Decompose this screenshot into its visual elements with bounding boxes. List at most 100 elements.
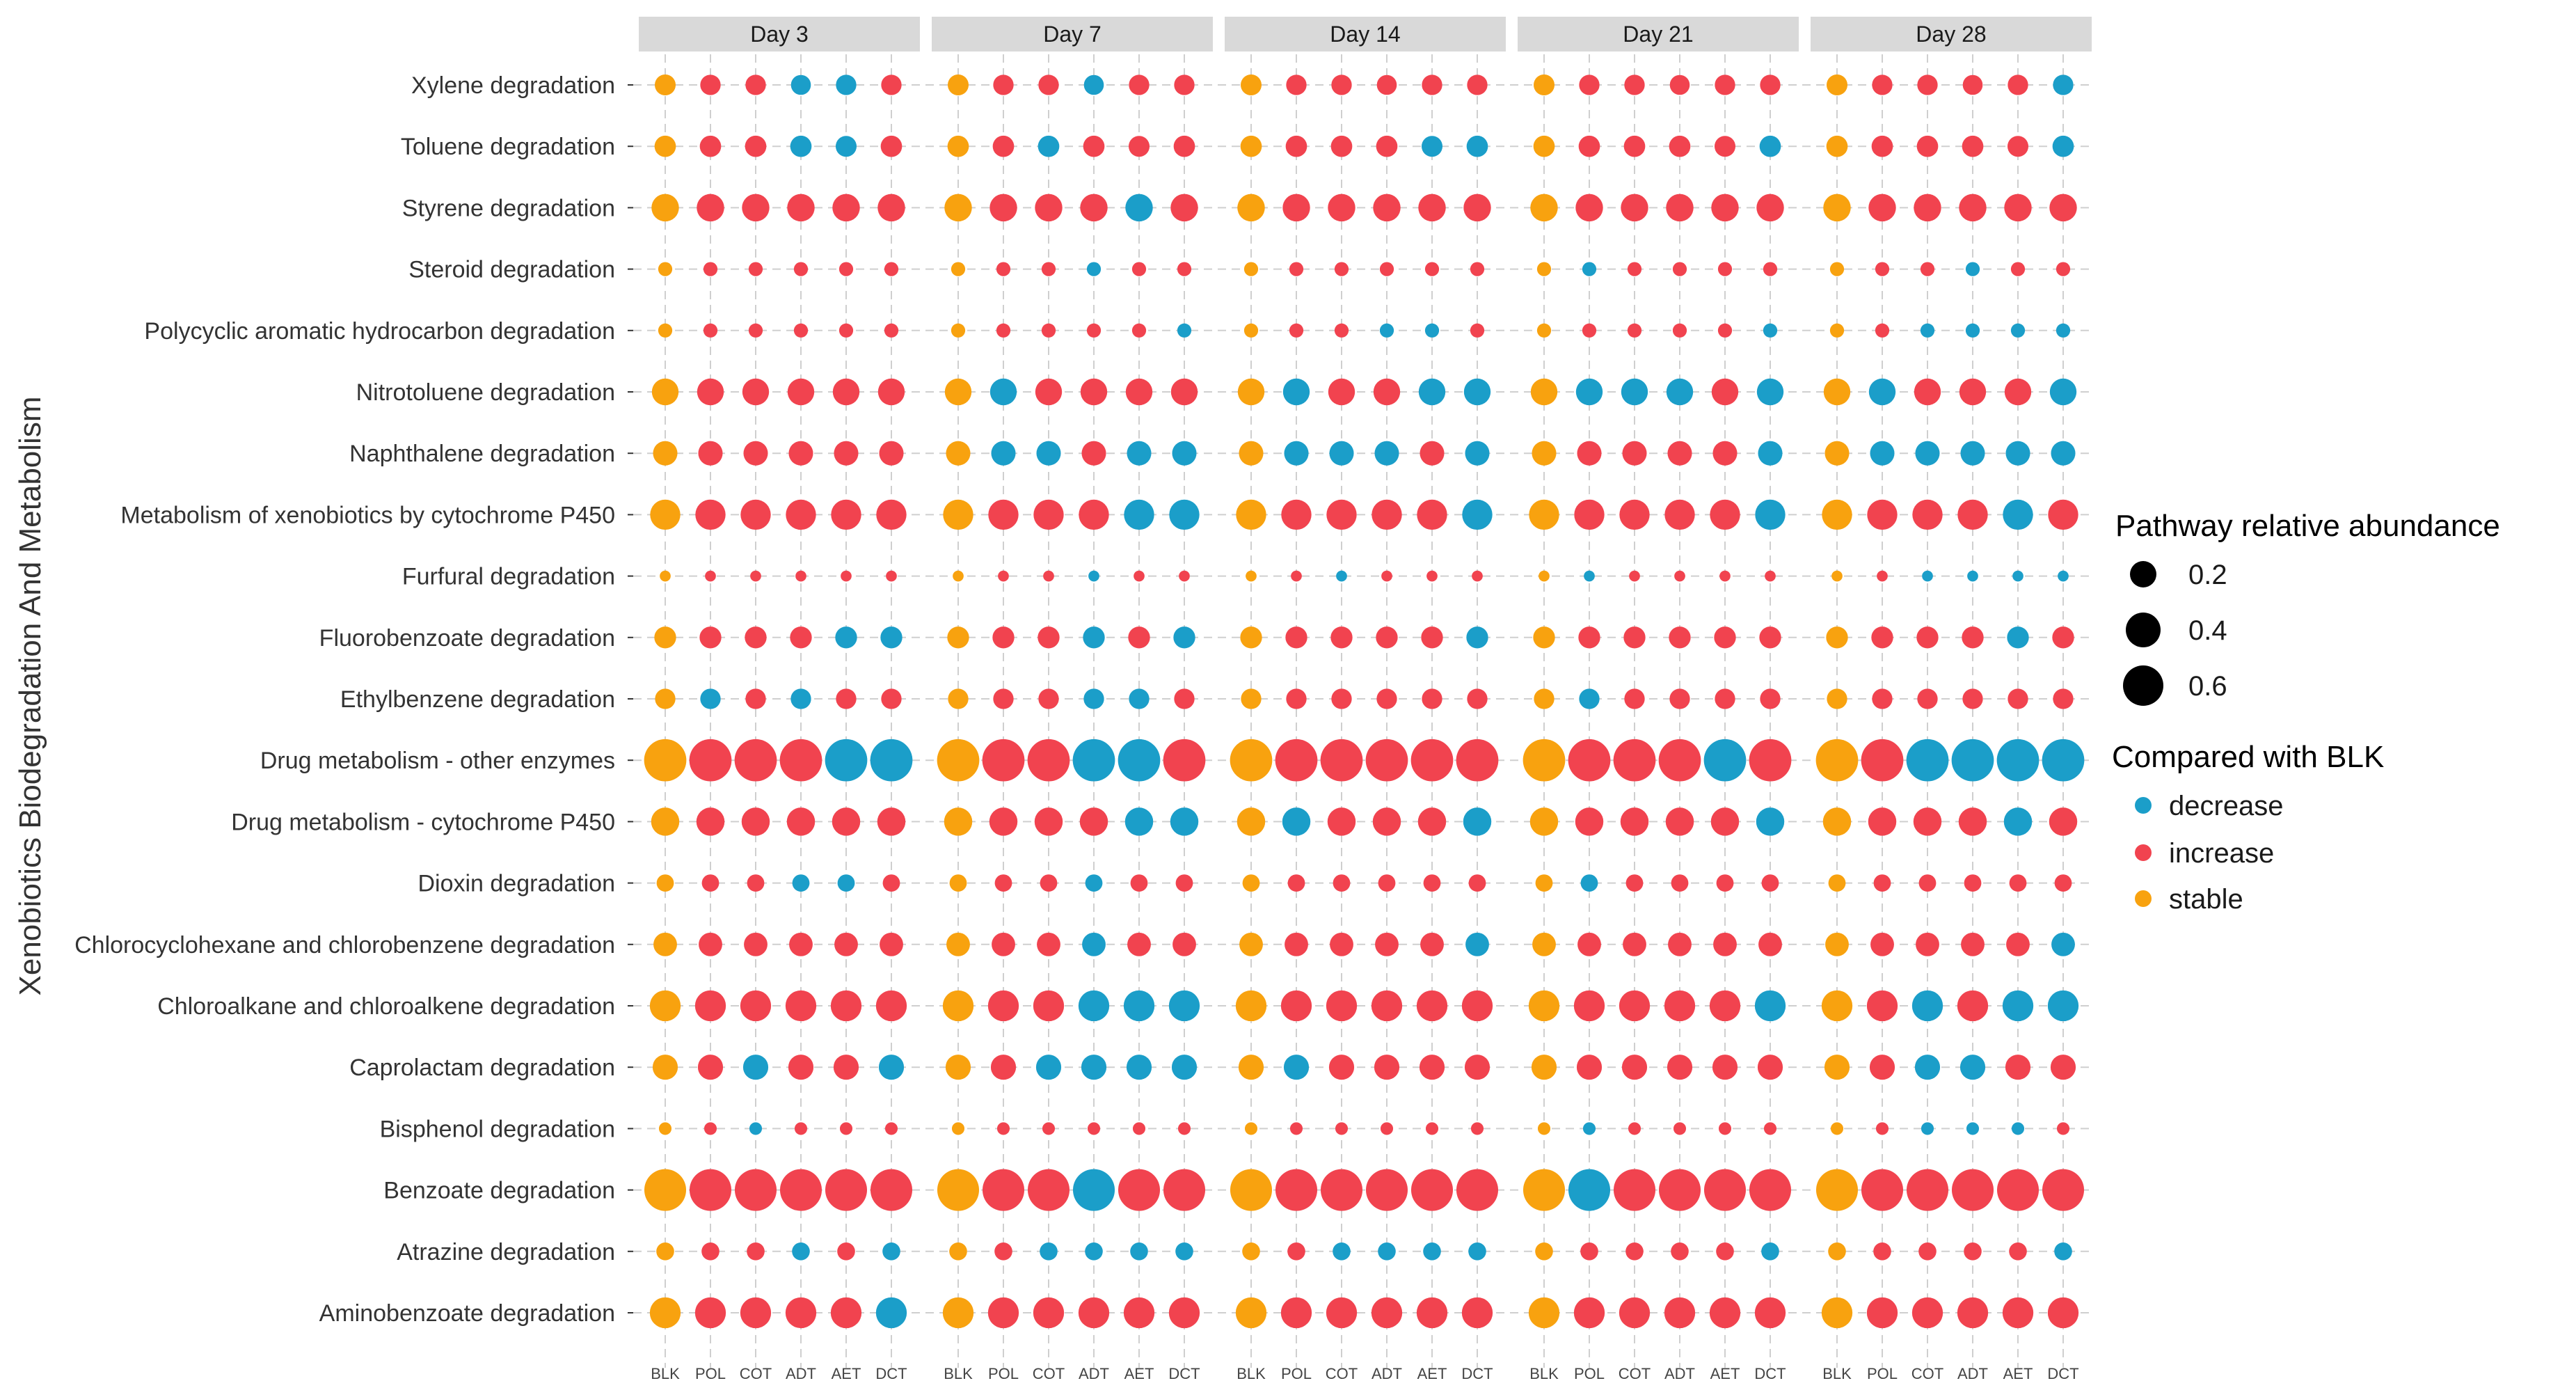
bubble-point xyxy=(831,499,861,530)
bubble-point xyxy=(1965,262,1980,276)
bubble-point xyxy=(1532,932,1556,956)
bubble-point xyxy=(1336,570,1347,582)
bubble-point xyxy=(649,1297,681,1329)
bubble-point xyxy=(1168,1297,1200,1329)
bubble-point xyxy=(1470,323,1485,338)
bubble-point xyxy=(1625,1242,1644,1261)
bubble-point xyxy=(1127,932,1151,956)
bubble-point xyxy=(1419,1055,1445,1080)
bubble-point xyxy=(989,378,1017,406)
bubble-point xyxy=(1365,739,1408,782)
pathway-label: Naphthalene degradation xyxy=(349,441,615,467)
bubble-point xyxy=(1756,378,1784,406)
bubble-point xyxy=(650,499,681,530)
bubble-point xyxy=(1381,570,1392,582)
bubble-point xyxy=(1658,739,1701,782)
treatment-tick-label: ADT xyxy=(1372,1365,1402,1382)
treatment-tick-label: BLK xyxy=(651,1365,680,1382)
bubble-point xyxy=(951,323,966,338)
bubble-point xyxy=(1575,194,1603,222)
bubble-point xyxy=(1957,990,1989,1022)
bubble-point xyxy=(1461,990,1493,1022)
bubble-point xyxy=(1239,441,1264,466)
bubble-point xyxy=(1237,194,1265,222)
bubble-point xyxy=(1922,570,1933,582)
bubble-point xyxy=(1577,441,1602,466)
bubble-point xyxy=(881,688,902,709)
treatment-tick-label: AET xyxy=(1417,1365,1447,1382)
bubble-point xyxy=(2052,626,2074,649)
bubble-point xyxy=(832,378,860,406)
bubble-point xyxy=(2048,499,2078,530)
bubble-point xyxy=(790,135,812,157)
bubble-point xyxy=(1374,441,1399,466)
bubble-point xyxy=(1666,378,1694,406)
pathway-label: Benzoate degradation xyxy=(383,1178,615,1204)
bubble-point xyxy=(884,262,899,276)
pathway-label: Toluene degradation xyxy=(401,134,615,160)
bubble-point xyxy=(1582,323,1597,338)
bubble-point xyxy=(834,932,858,956)
bubble-point xyxy=(1470,262,1485,276)
bubble-point xyxy=(1280,990,1312,1022)
bubble-point xyxy=(1669,688,1690,709)
y-axis-title: Xenobiotics Biodegradation And Metabolis… xyxy=(13,397,47,996)
bubble-point xyxy=(1170,807,1199,836)
pathway-label: Nitrotoluene degradation xyxy=(356,379,615,406)
bubble-point xyxy=(1915,441,1940,466)
bubble-point xyxy=(1326,499,1357,530)
bubble-point xyxy=(832,807,861,836)
treatment-tick-label: COT xyxy=(1619,1365,1651,1382)
bubble-point xyxy=(879,441,904,466)
bubble-point xyxy=(1243,323,1259,338)
bubble-point xyxy=(830,990,862,1022)
bubble-point xyxy=(1613,1169,1656,1211)
pathway-label: Atrazine degradation xyxy=(397,1239,615,1265)
bubble-point xyxy=(1421,136,1443,157)
bubble-point xyxy=(1622,441,1647,466)
bubble-point xyxy=(1128,136,1150,157)
bubble-point xyxy=(1672,262,1687,276)
bubble-point xyxy=(884,1122,898,1135)
bubble-point xyxy=(703,262,718,276)
bubble-point xyxy=(1331,688,1352,709)
bubble-point xyxy=(1951,1169,1994,1211)
bubble-point xyxy=(1921,1122,1934,1135)
bubble-point xyxy=(1868,807,1897,836)
bubble-point xyxy=(1964,1242,1982,1261)
bubble-point xyxy=(870,1169,913,1211)
bubble-point xyxy=(1822,499,1852,530)
bubble-point xyxy=(1763,1122,1777,1135)
bubble-point xyxy=(1534,688,1555,709)
bubble-point xyxy=(1664,499,1695,530)
bubble-point xyxy=(1613,739,1656,782)
bubble-point xyxy=(1072,739,1115,782)
bubble-point xyxy=(1118,1169,1161,1211)
bubble-point xyxy=(1275,739,1318,782)
bubble-point xyxy=(947,74,969,96)
bubble-point xyxy=(1579,688,1600,709)
bubble-point xyxy=(1758,441,1783,466)
bubble-point xyxy=(1917,688,1938,709)
bubble-point xyxy=(988,499,1019,530)
bubble-point xyxy=(1826,74,1848,96)
bubble-point xyxy=(1911,990,1943,1022)
bubble-point xyxy=(1710,807,1740,836)
bubble-point xyxy=(1283,1055,1310,1080)
bubble-point xyxy=(1996,1169,2040,1211)
treatment-tick-label: AET xyxy=(1710,1365,1740,1382)
bubble-point xyxy=(1711,378,1739,406)
bubble-point xyxy=(2054,874,2072,892)
bubble-point xyxy=(1827,688,1847,709)
bubble-point xyxy=(1711,194,1739,222)
bubble-point xyxy=(656,874,674,892)
bubble-point xyxy=(2003,807,2033,836)
bubble-point xyxy=(1872,688,1893,709)
bubble-point xyxy=(1466,135,1488,157)
bubble-point xyxy=(1118,739,1161,782)
bubble-point xyxy=(1240,626,1262,649)
bubble-point xyxy=(1373,378,1401,406)
bubble-point xyxy=(1467,74,1488,95)
bubble-point xyxy=(1375,932,1399,956)
